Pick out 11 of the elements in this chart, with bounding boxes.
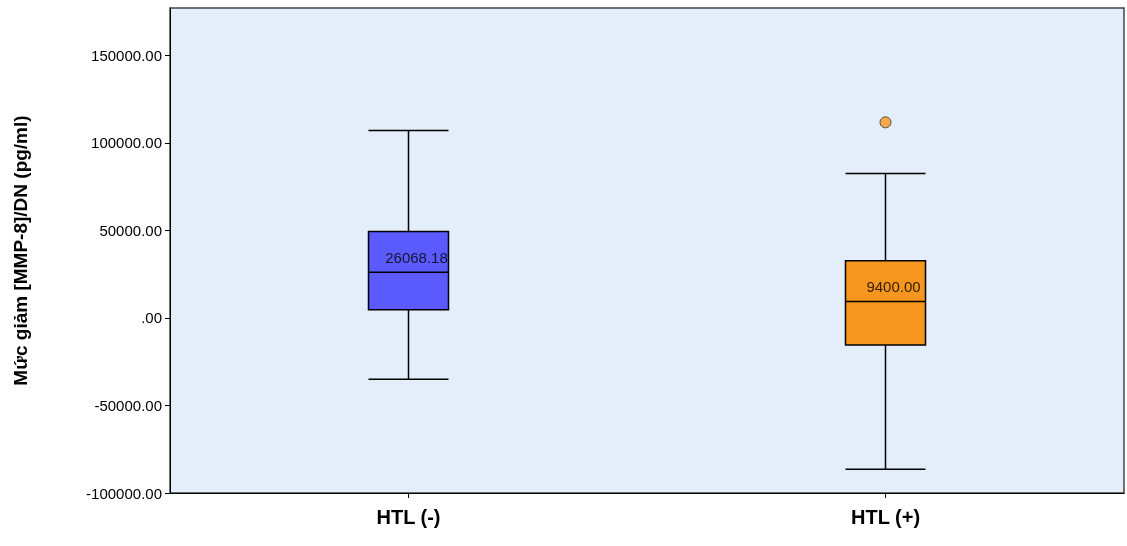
y-tick-label: -50000.00 (94, 396, 162, 414)
y-axis-title: Mức giảm [MMP-8]/DN (pg/ml) (10, 115, 31, 386)
annotation: 26068.18 (385, 249, 448, 267)
x-tick-label: HTL (-) (376, 506, 441, 528)
y-tick-label: 100000.00 (91, 134, 162, 152)
y-tick-label: 50000.00 (99, 221, 162, 239)
x-tick-label: HTL (+) (850, 506, 921, 528)
y-tick-label: 150000.00 (91, 46, 162, 64)
y-tick-label: .00 (141, 309, 162, 327)
y-tick-label: -100000.00 (86, 484, 162, 502)
annotation: 9400.00 (866, 278, 921, 296)
